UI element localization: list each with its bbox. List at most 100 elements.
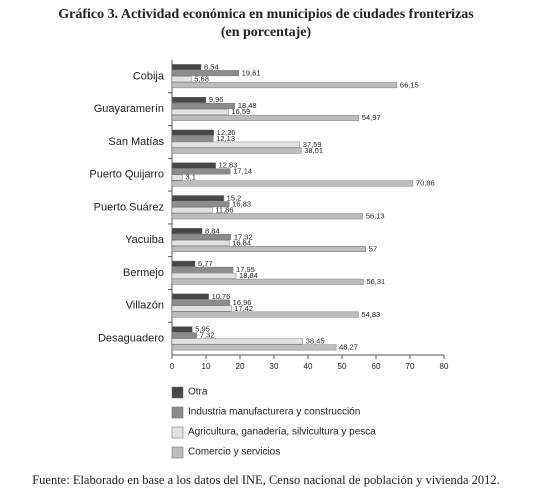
bar: [171, 240, 230, 246]
chart-title: Gráfico 3. Actividad económica en munici…: [58, 7, 474, 22]
bar: [171, 234, 232, 240]
data-label: 12,26: [217, 128, 236, 137]
y-tick-label: Villazón: [126, 300, 164, 312]
bar: [171, 266, 234, 273]
data-label: 19,61: [242, 68, 261, 77]
data-label: 7,32: [200, 331, 215, 340]
bar: [171, 64, 202, 71]
data-label: 17,95: [236, 265, 255, 274]
bar: [171, 129, 214, 136]
data-label: 6,77: [198, 259, 213, 268]
legend-swatch: [171, 406, 184, 419]
data-label: 12,83: [219, 161, 238, 170]
data-label: 16,96: [233, 298, 252, 307]
x-tick-label: 70: [406, 362, 415, 371]
bar: [171, 70, 239, 77]
x-tick-label: 10: [202, 362, 211, 371]
bar: [171, 213, 364, 220]
bar: [171, 141, 301, 148]
bar: [171, 332, 198, 339]
data-label: 5,68: [194, 74, 209, 83]
legend-label: Industria manufacturera y construcción: [188, 407, 360, 418]
bar: [171, 293, 209, 300]
legend-swatch: [171, 446, 184, 459]
data-label: 5,95: [195, 325, 210, 334]
data-label: 3,1: [186, 173, 196, 182]
bar: [171, 135, 214, 142]
y-tick-label: Bermejo: [123, 267, 164, 279]
data-label: 18,84: [239, 271, 258, 280]
x-tick-label: 0: [170, 362, 175, 371]
x-tick-label: 80: [440, 362, 449, 371]
data-label: 16,84: [232, 238, 251, 247]
bar: [171, 246, 367, 252]
data-label: 57: [369, 244, 377, 253]
x-tick-label: 50: [338, 362, 347, 371]
data-label: 17,42: [234, 304, 253, 313]
data-label: 38,45: [306, 337, 325, 346]
bar: [171, 326, 193, 333]
bar: [171, 162, 216, 169]
x-tick-label: 30: [270, 362, 279, 371]
bar: [171, 344, 337, 351]
bar: [171, 260, 196, 267]
y-tick-label: Yacuiba: [125, 234, 165, 246]
y-tick-label: San Matías: [108, 136, 164, 148]
data-label: 9,96: [209, 95, 224, 104]
data-label: 16,83: [232, 199, 251, 208]
data-label: 8,54: [204, 62, 219, 71]
chart-subtitle: (en porcentaje): [221, 25, 312, 40]
data-label: 17,32: [234, 232, 253, 241]
bar: [171, 207, 213, 214]
y-tick-label: Guayaramerín: [94, 103, 164, 115]
y-tick-label: Puerto Quijarro: [89, 169, 164, 181]
data-label: 12,13: [216, 134, 235, 143]
bar: [171, 168, 231, 175]
bar: [171, 272, 237, 279]
bar: [171, 174, 183, 181]
data-label: 56,13: [366, 211, 385, 220]
bar: [171, 108, 229, 115]
bar: [171, 82, 398, 89]
bar: [171, 102, 236, 109]
bar: [171, 305, 232, 312]
data-label: 8,84: [205, 226, 220, 235]
x-tick-label: 20: [236, 362, 245, 371]
data-label: 54,83: [361, 310, 380, 319]
data-label: 38,01: [304, 146, 323, 155]
data-label: 18,48: [238, 101, 257, 110]
data-label: 56,31: [366, 277, 385, 286]
bar: [171, 76, 192, 83]
bar: [171, 114, 360, 121]
data-label: 70,86: [416, 179, 435, 188]
bar: [171, 195, 224, 202]
data-label: 66,15: [400, 80, 419, 89]
legend-swatch: [171, 426, 184, 439]
bar: [171, 278, 364, 285]
y-tick-label: Cobija: [133, 70, 165, 82]
data-label: 11,86: [215, 205, 233, 214]
data-label: 15,2: [227, 193, 242, 202]
bar: [171, 338, 303, 345]
bar: [171, 147, 302, 154]
bar: [171, 228, 203, 234]
legend-label: Agricultura, ganadería, silvicultura y p…: [188, 427, 376, 438]
source-note: Fuente: Elaborado en base a los datos de…: [32, 473, 500, 487]
x-tick-label: 40: [304, 362, 313, 371]
data-label: 37,59: [303, 140, 322, 149]
bar: [171, 311, 359, 318]
bar: [171, 180, 414, 187]
legend-label: Otra: [188, 387, 208, 398]
data-label: 17,14: [233, 167, 252, 176]
legend-label: Comercio y servicios: [188, 447, 280, 458]
bar: [171, 96, 207, 103]
data-label: 16,59: [231, 107, 250, 116]
x-tick-label: 60: [372, 362, 381, 371]
bar: [171, 299, 230, 306]
y-tick-label: Desaguadero: [98, 333, 164, 345]
y-tick-label: Puerto Suárez: [94, 201, 164, 213]
data-label: 54,97: [362, 113, 381, 122]
legend-swatch: [171, 386, 184, 399]
data-label: 10,76: [212, 292, 231, 301]
